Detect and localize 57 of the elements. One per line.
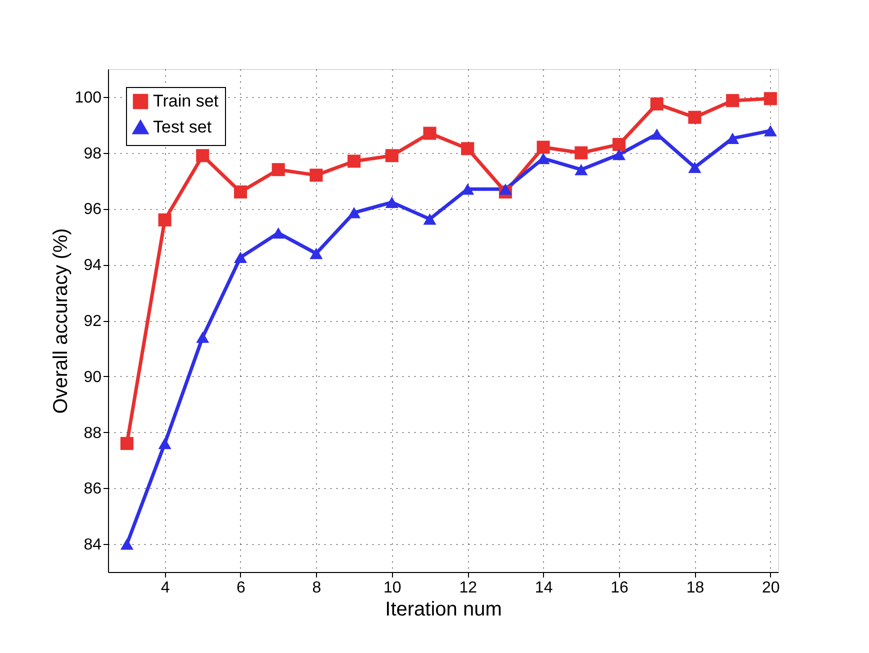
point	[385, 149, 398, 162]
point	[536, 140, 550, 154]
point	[272, 227, 285, 239]
point	[650, 97, 664, 110]
legend-label: Test set	[153, 118, 212, 136]
y-tick-label: 86	[84, 480, 102, 498]
point	[764, 125, 777, 136]
point	[688, 110, 702, 124]
y-tick-label: 96	[84, 201, 102, 218]
point	[423, 126, 436, 140]
point	[612, 138, 626, 151]
x-tick-label: 20	[762, 580, 780, 596]
point	[158, 213, 172, 226]
y-tick-label: 98	[84, 145, 102, 162]
point	[461, 142, 474, 156]
point	[726, 132, 740, 144]
y-tick-label: 90	[84, 368, 102, 386]
point	[120, 538, 134, 550]
point	[196, 332, 210, 343]
x-tick-label: 14	[534, 580, 553, 596]
x-tick-label: 18	[686, 580, 704, 596]
point	[272, 163, 285, 176]
point	[234, 185, 248, 198]
point	[726, 94, 740, 108]
point	[536, 152, 550, 164]
x-tick-label: 6	[236, 580, 246, 596]
point	[764, 92, 777, 106]
point	[234, 252, 248, 263]
point	[574, 164, 588, 176]
point	[158, 438, 172, 450]
x-tick-label: 16	[610, 580, 629, 596]
point	[612, 148, 626, 160]
point	[498, 184, 512, 195]
point	[688, 162, 702, 174]
point	[423, 213, 436, 225]
point	[310, 248, 323, 260]
y-tick-label: 84	[84, 536, 102, 554]
point	[348, 206, 361, 218]
y-tick-label: 92	[84, 313, 102, 330]
x-tick-label: 12	[459, 580, 478, 596]
point	[461, 184, 474, 195]
legend-label: Train set	[153, 92, 219, 110]
point	[348, 154, 361, 168]
y-axis-title: Overall accuracy (%)	[50, 228, 72, 414]
point	[574, 146, 588, 160]
point	[650, 128, 664, 140]
point	[385, 196, 398, 208]
y-tick-label: 88	[84, 424, 102, 442]
x-tick-label: 8	[312, 580, 322, 596]
y-tick-label: 94	[84, 257, 102, 274]
point	[310, 168, 323, 182]
y-tick-label: 100	[74, 89, 102, 106]
point	[120, 436, 134, 450]
x-tick-label: 4	[160, 580, 170, 596]
point	[196, 149, 210, 162]
x-tick-label: 10	[384, 580, 402, 596]
x-axis-title: Iteration num	[385, 598, 502, 620]
